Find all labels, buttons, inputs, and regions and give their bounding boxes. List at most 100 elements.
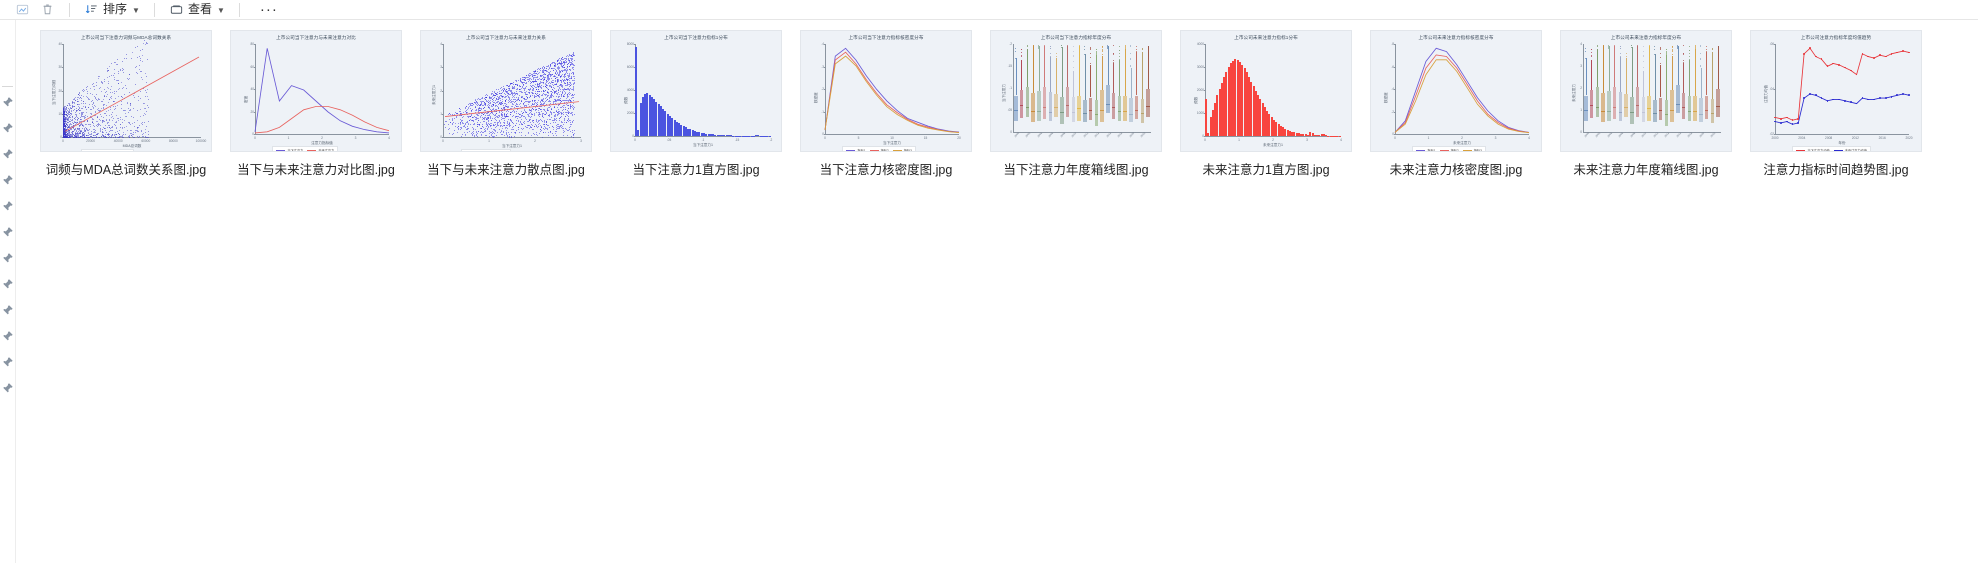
delete-button[interactable] xyxy=(35,0,60,19)
legend-label: 未来注意力均值 xyxy=(1844,149,1868,152)
histogram-bar xyxy=(703,133,705,136)
y-tick: 3000 xyxy=(1196,65,1204,69)
box-outlier xyxy=(1095,53,1097,54)
y-tick-mark xyxy=(253,44,255,45)
box-outlier xyxy=(1136,48,1138,50)
chart-legend: 观测值 拟合线 xyxy=(80,149,135,152)
pin-icon[interactable] xyxy=(2,356,14,368)
box-median xyxy=(1618,111,1623,113)
y-tick-mark xyxy=(253,111,255,112)
data-point xyxy=(1826,99,1829,102)
histogram-bar xyxy=(1313,134,1316,136)
box-outlier xyxy=(1032,47,1034,49)
box-outlier xyxy=(1631,46,1633,48)
pin-icon[interactable] xyxy=(2,278,14,290)
x-tick: 1 xyxy=(1238,137,1240,142)
file-thumbnail[interactable]: 上市公司注意力指标年度均值趋势 注意力均值 年份 .02.04.06 2000 2004 2… xyxy=(1750,30,1922,152)
x-axis-label: MDA总词数 xyxy=(122,144,142,148)
file-thumbnail[interactable]: 上市公司当下注意力与未来注意力关系未来注意力1当下注意力1012340123 散… xyxy=(420,30,592,152)
legend-swatch xyxy=(892,149,902,151)
pin-icon[interactable] xyxy=(2,226,14,238)
file-thumbnail[interactable]: 上市公司未来注意力指标年度分布 未来注意力 0 1 2 3 4 2000 2002 2004 200… xyxy=(1560,30,1732,152)
pin-icon[interactable] xyxy=(2,122,14,134)
file-thumbnail[interactable]: 上市公司当下注意力指标核密度分布核密度当下注意力0.1.2.3.40510152… xyxy=(800,30,972,152)
pin-icon[interactable] xyxy=(2,148,14,160)
histogram-bar xyxy=(1209,117,1212,136)
box-outlier xyxy=(1090,49,1092,51)
box-outlier xyxy=(1118,59,1120,60)
file-grid-area[interactable]: 上市公司当下注意力词频与MDA总词数关系当下注意力词频MDA总词数0102030… xyxy=(17,21,1978,563)
series-line xyxy=(254,48,390,134)
box-whisker xyxy=(1683,62,1684,94)
histogram-bar xyxy=(639,103,642,136)
pin-icon[interactable] xyxy=(2,252,14,264)
sort-button[interactable]: 排序 ▼ xyxy=(79,0,145,19)
x-tick: .05 xyxy=(666,137,672,142)
y-tick: 0 xyxy=(245,132,254,136)
box-outlier xyxy=(1021,55,1023,57)
pin-icon[interactable] xyxy=(2,200,14,212)
file-item[interactable]: 上市公司当下注意力词频与MDA总词数关系当下注意力词频MDA总词数0102030… xyxy=(31,26,221,211)
x-axis xyxy=(443,137,581,138)
file-item[interactable]: 上市公司当下注意力与未来注意力对比密度注意力指标值02040608001234 … xyxy=(221,26,411,211)
y-tick-mark xyxy=(633,113,635,114)
file-thumbnail[interactable]: 上市公司当下注意力指标年度分布 当下注意力 0.05.1.15.2 2000 2002 2… xyxy=(990,30,1162,152)
box-outlier xyxy=(1665,48,1667,50)
pin-icon[interactable] xyxy=(2,330,14,342)
box-median xyxy=(1676,104,1680,105)
file-thumbnail[interactable]: 上市公司当下注意力词频与MDA总词数关系当下注意力词频MDA总词数0102030… xyxy=(40,30,212,152)
box-outlier xyxy=(1015,58,1017,59)
histogram-bar xyxy=(664,111,667,136)
file-name: 未来注意力年度箱线图.jpg xyxy=(1573,163,1719,177)
file-item[interactable]: 上市公司当下注意力指标年度分布 当下注意力 0.05.1.15.2 2000 2002 2… xyxy=(981,26,1171,211)
box-body xyxy=(1658,97,1663,120)
file-item[interactable]: 上市公司当下注意力与未来注意力关系未来注意力1当下注意力1012340123 散… xyxy=(411,26,601,211)
pin-icon[interactable] xyxy=(2,96,14,108)
line-plot xyxy=(824,47,960,134)
more-button[interactable]: ··· xyxy=(249,0,289,19)
histogram-bar xyxy=(1268,114,1271,136)
file-item[interactable]: 上市公司当下注意力指标核密度分布核密度当下注意力0.1.2.3.40510152… xyxy=(791,26,981,211)
box-outlier xyxy=(1130,65,1132,67)
box-outlier xyxy=(1090,56,1092,58)
share-button[interactable] xyxy=(10,0,35,19)
legend-item: 指标2 xyxy=(1439,148,1459,151)
box-outlier xyxy=(1642,46,1644,48)
histogram-bar xyxy=(716,134,719,136)
legend-item: 拟合线 xyxy=(110,151,131,152)
pin-icon[interactable] xyxy=(2,174,14,186)
box-median xyxy=(1647,108,1651,109)
file-name: 当下与未来注意力对比图.jpg xyxy=(237,163,395,177)
pin-icon[interactable] xyxy=(2,382,14,394)
box-outlier xyxy=(1602,47,1604,49)
y-tick-mark xyxy=(61,113,63,115)
file-item[interactable]: 上市公司未来注意力指标年度分布 未来注意力 0 1 2 3 4 2000 2002 2004 200… xyxy=(1551,26,1741,211)
regression-line xyxy=(444,101,580,117)
histogram-bar xyxy=(1320,133,1323,136)
pin-icon[interactable] xyxy=(2,304,14,316)
y-tick: .06 xyxy=(1769,42,1774,46)
box-outlier xyxy=(1700,65,1702,67)
box-outlier xyxy=(1124,48,1126,49)
histogram-bar xyxy=(1229,63,1232,136)
box-median xyxy=(1630,112,1634,113)
box-body xyxy=(1664,100,1669,126)
line-plot xyxy=(254,48,390,134)
histogram-bar xyxy=(1214,102,1217,136)
file-item[interactable]: 上市公司注意力指标年度均值趋势 注意力均值 年份 .02.04.06 2000 2004 2… xyxy=(1741,26,1931,211)
histogram-bar xyxy=(1241,64,1244,136)
file-thumbnail[interactable]: 上市公司当下注意力与未来注意力对比密度注意力指标值02040608001234 … xyxy=(230,30,402,152)
box-outlier xyxy=(1049,56,1051,57)
histogram-bar xyxy=(689,129,692,136)
legend-label: 观测值 xyxy=(96,151,106,152)
histogram-bar xyxy=(705,133,708,136)
view-button[interactable]: 查看 ▼ xyxy=(164,0,230,19)
box-outlier xyxy=(1021,51,1023,53)
